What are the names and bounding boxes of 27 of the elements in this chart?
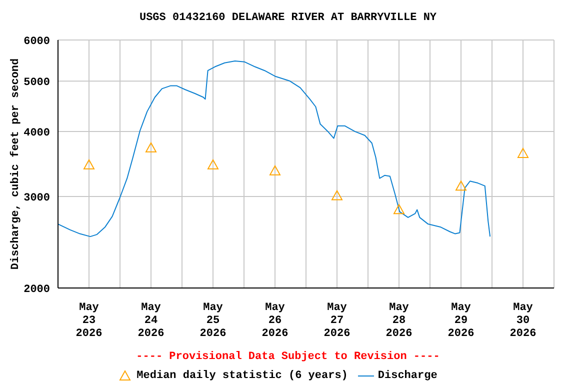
legend-label: Discharge (378, 370, 438, 382)
point (332, 190, 342, 200)
x-tick-label: May 30 2026 (510, 302, 536, 340)
point (208, 159, 218, 170)
x-tick-label: May 26 2026 (262, 302, 288, 340)
y-tick-label: 2000 (24, 284, 50, 296)
x-tick-label: May 27 2026 (324, 302, 350, 340)
legend-label: Median daily statistic (6 years) (136, 370, 348, 382)
y-tick-label: 6000 (24, 36, 50, 48)
y-tick-label: 4000 (24, 127, 50, 140)
x-tick-label: May 29 2026 (448, 302, 474, 340)
point (84, 159, 94, 170)
x-tick-label: May 28 2026 (386, 302, 412, 340)
point (270, 165, 280, 176)
text: ---- Provisional Data Subject to Revision ---- (135, 351, 441, 363)
x-tick-label: May 23 2026 (76, 302, 102, 340)
point (394, 204, 404, 214)
y-tick-label: 3000 (24, 192, 50, 204)
x-tick-label: May 25 2026 (200, 302, 226, 340)
chart-title: USGS 01432160 DELAWARE RIVER AT BARRYVILLE NY (138, 12, 438, 24)
line-series (58, 60, 491, 238)
y-axis-title: Discharge, cubic feet per second (8, 58, 22, 270)
x-tick-label: May 24 2026 (138, 302, 164, 340)
point (456, 180, 466, 191)
point (518, 148, 528, 158)
y-tick-label: 5000 (24, 77, 50, 90)
point (146, 142, 156, 152)
